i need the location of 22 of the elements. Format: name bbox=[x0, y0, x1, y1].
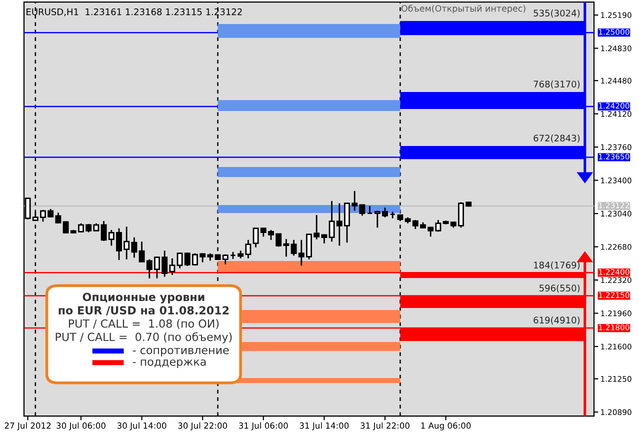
x-tick-label: 31 Jul 14:00 bbox=[300, 422, 349, 430]
annotation: PUT / CALL = 0.70 (по объему) bbox=[56, 332, 232, 344]
x-tick-label: 31 Jul 22:00 bbox=[360, 422, 410, 430]
chart-subtitle: Объем(Открытый интерес) bbox=[401, 4, 526, 14]
x-tick-label: 31 Jul 06:00 bbox=[239, 422, 288, 430]
band-label: 535(3024) bbox=[534, 10, 580, 18]
band-label: 184(1769) bbox=[534, 262, 580, 270]
annotation: - сопротивление bbox=[132, 348, 229, 356]
text: EURUSD,H1 1.23161 1.23168 1.23115 1.23122 bbox=[26, 8, 242, 16]
x-tick-label: 30 Jul 14:00 bbox=[117, 422, 166, 430]
x-tick-label: 30 Jul 06:00 bbox=[56, 422, 106, 430]
annotation: по EUR /USD на 01.08.2012 bbox=[58, 306, 229, 316]
band-label: 768(3170) bbox=[534, 80, 580, 89]
band-label: 596(550) bbox=[540, 284, 580, 293]
x-tick-label: 1 Aug 06:00 bbox=[421, 422, 471, 430]
band-label: 619(4910) bbox=[534, 316, 580, 325]
annotation: Опционные уровни bbox=[82, 292, 204, 304]
x-tick-label: 27 Jul 2012 bbox=[4, 422, 51, 430]
annotation: PUT / CALL = 1.08 (по ОИ) bbox=[68, 319, 219, 330]
x-tick-label: 30 Jul 22:00 bbox=[178, 422, 228, 430]
band-label: 672(2843) bbox=[534, 134, 580, 143]
annotation: - поддержка bbox=[132, 359, 206, 368]
